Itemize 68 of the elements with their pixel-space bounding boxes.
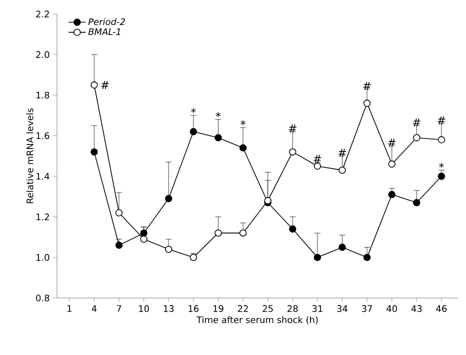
annotation: # <box>388 138 396 147</box>
point <box>413 199 420 206</box>
point <box>165 246 172 253</box>
annotation: * <box>191 108 196 114</box>
x-tick-label: 31 <box>312 305 322 312</box>
y-tick-label: 1.4 <box>36 173 50 180</box>
point <box>314 254 322 262</box>
x-tick-label: 22 <box>238 305 248 312</box>
point <box>140 236 148 243</box>
x-tick-label: 4 <box>92 305 97 312</box>
point <box>289 148 296 156</box>
point <box>90 148 98 156</box>
point <box>190 254 198 262</box>
annotation: # <box>101 81 109 89</box>
annotation: # <box>363 82 371 90</box>
x-tick-label: 34 <box>337 305 348 312</box>
annotation: # <box>338 148 346 157</box>
y-tick-label: 1.8 <box>36 92 50 99</box>
x-tick-label: 25 <box>262 305 273 312</box>
x-tick-label: 28 <box>288 305 298 312</box>
annotation: # <box>412 118 420 126</box>
x-tick-label: 1 <box>68 305 72 312</box>
x-tick-label: 40 <box>386 305 397 312</box>
point <box>214 134 222 142</box>
point <box>115 209 123 216</box>
y-tick-label: 2.2 <box>36 10 49 18</box>
y-tick-label: 0.8 <box>36 294 50 302</box>
point <box>338 244 346 251</box>
x-tick-label: 37 <box>362 305 372 312</box>
point <box>140 229 148 237</box>
annotation: * <box>216 112 221 118</box>
y-tick-label: 1.2 <box>36 214 49 220</box>
point <box>239 229 247 237</box>
annotation: # <box>438 116 446 124</box>
point <box>363 254 371 262</box>
x-tick-label: 46 <box>436 305 447 312</box>
x-tick-label: 13 <box>164 305 174 312</box>
point <box>165 194 172 202</box>
x-tick-label: 43 <box>411 305 422 312</box>
point <box>289 225 296 233</box>
point <box>413 134 420 142</box>
point <box>438 172 446 180</box>
annotation: # <box>314 154 322 163</box>
annotation: * <box>240 120 246 126</box>
legend-label: BMAL-1 <box>88 28 120 35</box>
point <box>314 162 322 170</box>
x-axis-title: Time after serum shock (h) <box>196 316 318 324</box>
point <box>90 81 98 89</box>
annotation: # <box>288 124 296 132</box>
point <box>438 136 446 144</box>
x-tick-label: 19 <box>213 305 224 312</box>
point <box>115 242 123 249</box>
x-tick-label: 10 <box>139 305 149 312</box>
point <box>363 100 371 107</box>
point <box>388 160 396 168</box>
y-tick-label: 1.6 <box>36 132 50 140</box>
annotation: * <box>439 162 444 168</box>
point <box>190 128 198 136</box>
point <box>214 229 222 237</box>
y-tick-label: 1.0 <box>36 254 50 261</box>
y-axis-title: Relative mRNA levels <box>26 108 34 204</box>
y-tick-label: 2.0 <box>36 51 50 58</box>
point <box>239 144 247 152</box>
x-tick-label: 7 <box>116 305 122 312</box>
legend-label: Period-2 <box>88 18 125 26</box>
point <box>388 190 396 198</box>
point <box>338 166 346 174</box>
x-tick-label: 16 <box>188 305 199 312</box>
